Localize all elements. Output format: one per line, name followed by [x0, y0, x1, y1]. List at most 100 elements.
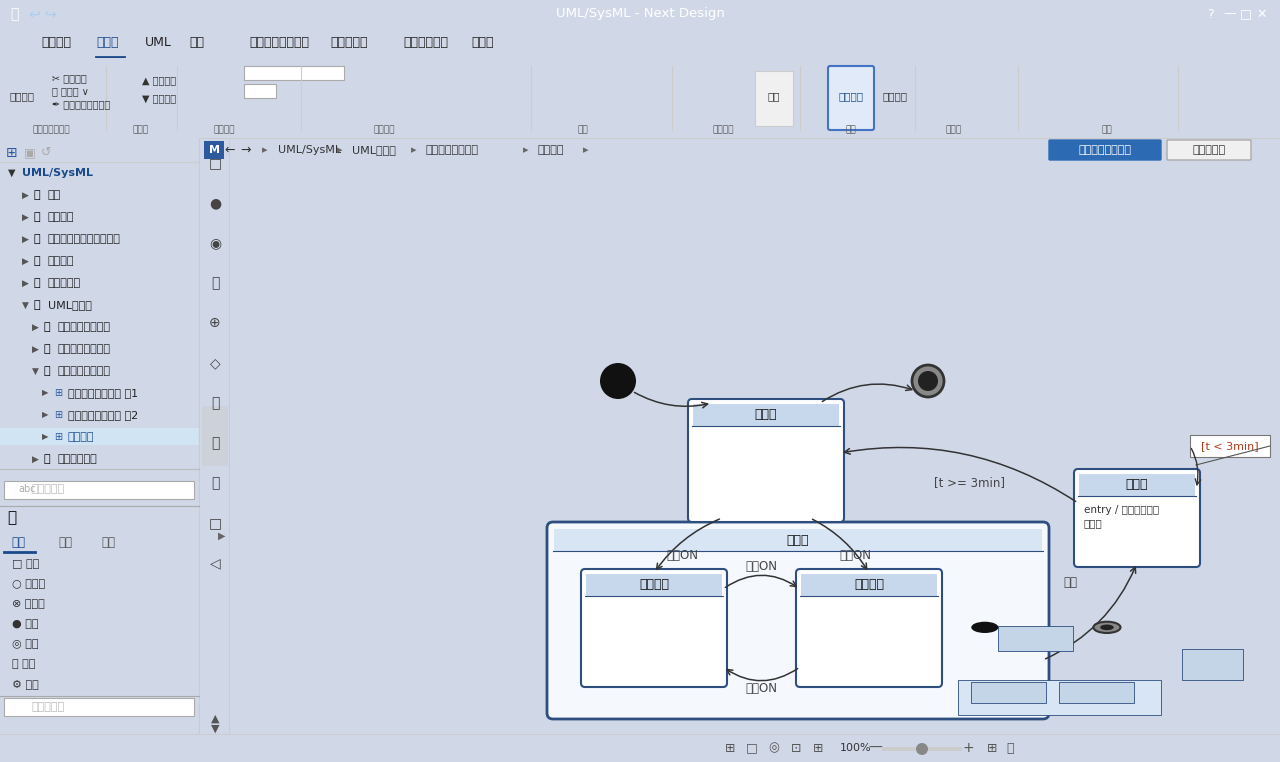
Text: ステートマシン図 例2: ステートマシン図 例2	[68, 410, 138, 420]
Text: 🔧: 🔧	[8, 511, 17, 526]
Text: クリップボード: クリップボード	[32, 125, 70, 134]
Bar	[692, 404, 838, 426]
Text: ⊞: ⊞	[54, 432, 63, 442]
Text: ▶: ▶	[22, 257, 29, 265]
Text: ▶: ▶	[22, 278, 29, 287]
Text: 📁: 📁	[44, 454, 51, 464]
Circle shape	[1093, 622, 1120, 633]
Text: ▼: ▼	[22, 300, 29, 309]
Text: ◉: ◉	[209, 236, 221, 250]
FancyBboxPatch shape	[1050, 140, 1161, 160]
Text: ▲: ▲	[211, 714, 219, 724]
Bar	[1181, 648, 1243, 680]
Text: 停止中: 停止中	[755, 408, 777, 421]
Text: UML図例集: UML図例集	[49, 300, 92, 310]
Text: ↪: ↪	[45, 7, 56, 21]
Text: モデル: モデル	[133, 125, 148, 134]
Text: フォント: フォント	[374, 125, 394, 134]
Text: ↺: ↺	[41, 146, 51, 159]
Text: ▸: ▸	[262, 145, 268, 155]
Text: 📁: 📁	[44, 344, 51, 354]
Text: —: —	[1224, 8, 1236, 21]
Text: 参照: 参照	[58, 536, 72, 549]
Text: ▶: ▶	[22, 235, 29, 244]
Bar	[204, 141, 224, 159]
Text: ↩: ↩	[28, 7, 40, 21]
Text: UML/SysML - Next Design: UML/SysML - Next Design	[556, 8, 724, 21]
Text: ファイル: ファイル	[41, 36, 70, 49]
Text: 📄: 📄	[211, 476, 219, 490]
Bar	[586, 574, 722, 596]
Text: シーケンス図: シーケンス図	[58, 454, 97, 464]
Text: エアコン: エアコン	[68, 432, 95, 442]
Bar	[554, 529, 1042, 551]
Text: 要求分析: 要求分析	[49, 212, 74, 222]
Text: ▶: ▶	[32, 322, 38, 331]
Text: Ⓗ 履歴: Ⓗ 履歴	[12, 659, 36, 669]
Text: ○ 入場点: ○ 入場点	[12, 579, 45, 589]
Text: 📁: 📁	[44, 322, 51, 332]
Text: ⊞: ⊞	[724, 741, 735, 754]
Text: 暖房ON: 暖房ON	[745, 561, 777, 574]
Text: ▶: ▶	[42, 433, 49, 441]
Text: アクティビティ図: アクティビティ図	[58, 344, 111, 354]
Text: ヘルプ: ヘルプ	[471, 36, 494, 49]
Text: ⟝: ⟝	[211, 436, 219, 450]
Text: ▶: ▶	[42, 411, 49, 420]
Text: スタイル: スタイル	[713, 125, 733, 134]
Text: ステートマシン図: ステートマシン図	[58, 366, 111, 376]
Text: ⊗ 退場点: ⊗ 退場点	[12, 599, 45, 609]
Text: ▣: ▣	[24, 146, 36, 159]
Text: 冷房運転: 冷房運転	[639, 578, 669, 591]
Text: 段落: 段落	[577, 125, 588, 134]
FancyBboxPatch shape	[581, 569, 727, 687]
Text: ▼ 次の関連: ▼ 次の関連	[142, 93, 177, 103]
Text: コンポーネント図: コンポーネント図	[58, 322, 111, 332]
FancyBboxPatch shape	[796, 569, 942, 687]
Text: ステートマシン図: ステートマシン図	[426, 145, 479, 155]
Text: トレース: トレース	[882, 91, 908, 101]
Text: 📁: 📁	[44, 366, 51, 376]
Text: 入力: 入力	[101, 536, 115, 549]
Circle shape	[972, 622, 998, 633]
Text: □: □	[209, 516, 221, 530]
Text: プロファイル: プロファイル	[403, 36, 448, 49]
FancyBboxPatch shape	[1167, 140, 1251, 160]
Text: 🖫: 🖫	[10, 7, 18, 21]
Text: ▶: ▶	[22, 213, 29, 222]
Text: ホーム: ホーム	[96, 36, 119, 49]
Text: ▸: ▸	[584, 145, 589, 155]
Text: —: —	[868, 741, 882, 755]
Text: UML/SysML: UML/SysML	[278, 145, 342, 155]
Text: ステートマシン図 例1: ステートマシン図 例1	[68, 388, 138, 398]
Text: ⊞: ⊞	[987, 741, 997, 754]
Text: 新規: 新規	[12, 536, 26, 549]
Text: システムアーキテクチャ: システムアーキテクチャ	[49, 234, 120, 244]
Text: +: +	[963, 741, 974, 755]
Text: ▼: ▼	[32, 367, 38, 376]
Text: ▶: ▶	[22, 190, 29, 200]
Text: ✕: ✕	[1257, 8, 1267, 21]
Text: ▶: ▶	[219, 531, 225, 541]
FancyBboxPatch shape	[547, 522, 1050, 719]
Text: 清掃中: 清掃中	[1125, 479, 1148, 491]
Text: M: M	[209, 145, 219, 155]
Text: ● 開始: ● 開始	[12, 619, 38, 629]
Text: 表示: 表示	[189, 36, 205, 49]
Text: 📁: 📁	[35, 234, 41, 244]
Bar	[4, 698, 195, 716]
Bar	[1060, 682, 1134, 703]
Text: 停止: 停止	[1062, 577, 1076, 590]
Bar	[755, 71, 794, 126]
Text: 🔔: 🔔	[1006, 741, 1014, 754]
Bar	[0, 428, 198, 445]
Text: 📁: 📁	[35, 300, 41, 310]
Text: ▶: ▶	[32, 344, 38, 354]
Text: [t >= 3min]: [t >= 3min]	[933, 476, 1005, 489]
Text: 📁: 📁	[35, 190, 41, 200]
Text: キーワード: キーワード	[32, 702, 65, 712]
Text: [t < 3min]: [t < 3min]	[1201, 441, 1258, 451]
Text: ▸: ▸	[337, 145, 343, 155]
Text: ⊞: ⊞	[6, 146, 18, 160]
Text: アップ: アップ	[1084, 518, 1103, 528]
